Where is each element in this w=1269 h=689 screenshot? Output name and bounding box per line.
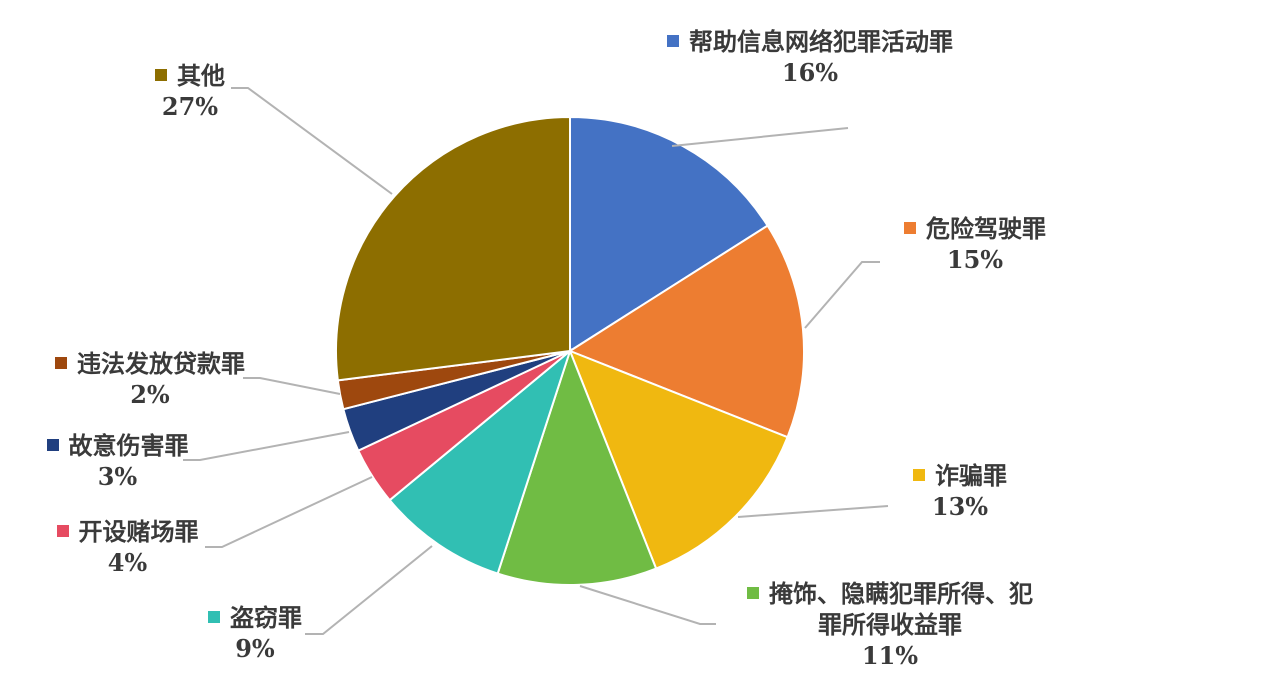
label-gambling-house: 开设赌场罪 4% <box>20 516 235 578</box>
swatch-fraud <box>913 468 925 481</box>
leader-line-theft <box>305 545 433 635</box>
slice-concealing-proceeds <box>496 348 658 586</box>
label-intentional-injury: 故意伤害罪 3% <box>10 430 225 492</box>
leader-line-illegal-loans <box>243 377 341 395</box>
label-help-info-network: 帮助信息网络犯罪活动罪 16% <box>640 26 980 88</box>
label-concealing-proceeds: 掩饰、隐瞒犯罪所得、犯 罪所得收益罪 11% <box>710 578 1070 671</box>
leader-line-help-info-network <box>671 127 849 147</box>
slice-theft <box>388 348 573 575</box>
swatch-illegal-loans <box>55 356 67 369</box>
swatch-other <box>155 68 167 81</box>
slice-help-info-network <box>569 115 769 353</box>
label-other: 其他 27% <box>120 60 260 122</box>
swatch-theft <box>208 610 220 623</box>
leader-line-gambling-house <box>205 476 373 548</box>
swatch-concealing-proceeds <box>747 586 759 599</box>
pie-slices <box>335 115 805 586</box>
label-dangerous-driving: 危险驾驶罪 15% <box>875 213 1075 275</box>
leader-lines <box>183 87 889 635</box>
label-illegal-loans: 违法发放贷款罪 2% <box>15 348 285 410</box>
swatch-dangerous-driving <box>904 221 916 234</box>
leader-line-other <box>231 87 393 195</box>
slice-other <box>335 115 571 382</box>
swatch-gambling-house <box>56 524 69 537</box>
slice-dangerous-driving <box>567 224 805 439</box>
swatch-intentional-injury <box>46 438 59 451</box>
label-fraud: 诈骗罪 13% <box>880 460 1040 522</box>
leader-line-concealing-proceeds <box>579 585 716 625</box>
leader-line-fraud <box>737 505 889 518</box>
leader-line-intentional-injury <box>183 431 350 461</box>
leader-line-dangerous-driving <box>804 261 880 329</box>
swatch-help-info-network <box>667 34 679 47</box>
slice-fraud <box>568 349 789 570</box>
label-theft: 盗窃罪 9% <box>175 602 335 664</box>
